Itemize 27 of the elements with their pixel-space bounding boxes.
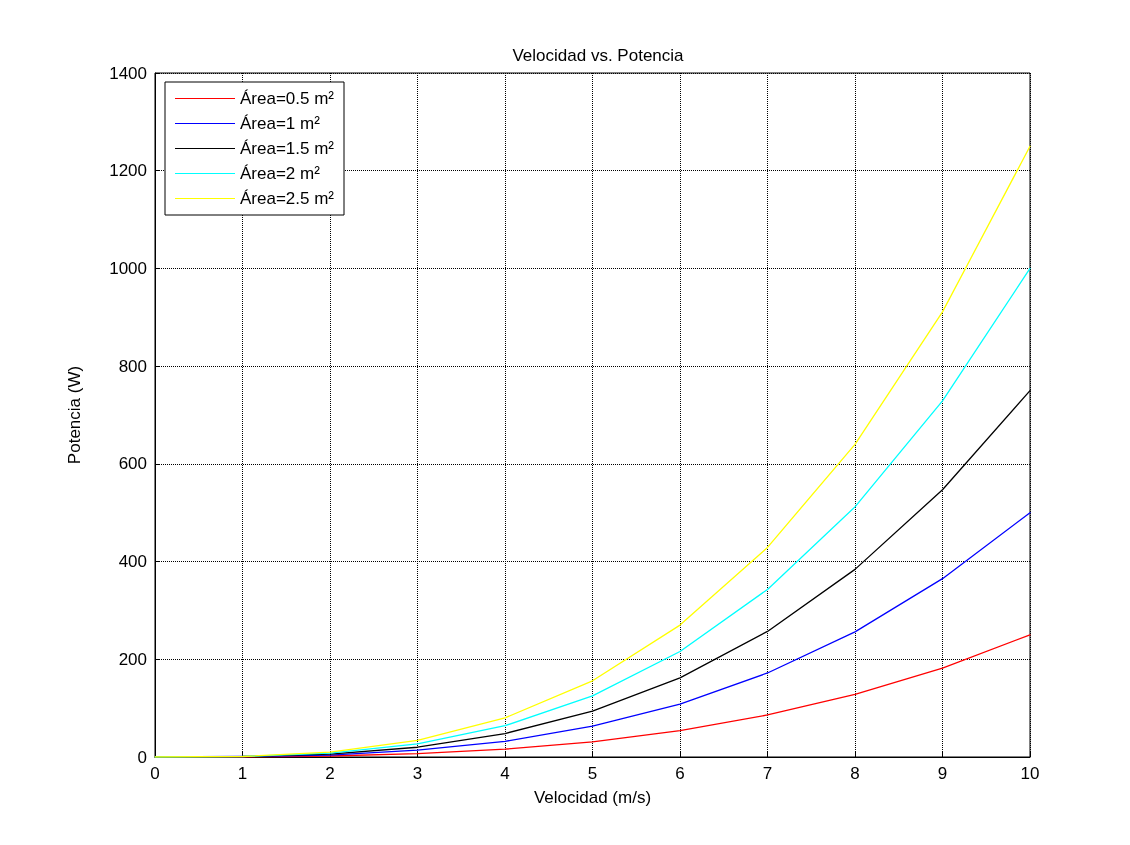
legend-label: Área=2 m² <box>240 164 321 183</box>
y-tick-label: 800 <box>118 356 147 376</box>
y-tick-label: 200 <box>118 649 147 669</box>
x-tick-label: 5 <box>587 764 598 783</box>
legend-label: Área=1 m² <box>240 114 321 133</box>
x-tick-label: 1 <box>237 764 248 783</box>
x-tick-label: 0 <box>150 764 160 783</box>
y-tick-label: 1400 <box>109 63 147 83</box>
y-tick-label: 1200 <box>109 161 147 181</box>
x-tick-label: 7 <box>762 764 773 783</box>
x-tick-label: 10 <box>1020 764 1040 783</box>
legend-label: Área=2.5 m² <box>240 189 335 208</box>
x-tick-label: 8 <box>850 764 860 783</box>
x-tick-label: 3 <box>412 764 423 783</box>
legend-label: Área=0.5 m² <box>240 89 335 108</box>
x-tick-label: 9 <box>937 764 948 783</box>
y-axis-title: Potencia (W) <box>65 365 84 465</box>
x-tick-label: 6 <box>675 764 685 783</box>
y-tick-label: 1000 <box>109 258 147 278</box>
y-tick-label: 600 <box>118 454 147 474</box>
y-tick-label: 400 <box>118 552 147 572</box>
legend-label: Área=1.5 m² <box>240 139 335 158</box>
y-tick-label: 0 <box>137 747 147 767</box>
x-axis-title: Velocidad (m/s) <box>533 788 652 807</box>
x-tick-label: 2 <box>325 764 335 783</box>
x-tick-label: 4 <box>500 764 510 783</box>
chart-title: Velocidad vs. Potencia <box>512 46 685 65</box>
